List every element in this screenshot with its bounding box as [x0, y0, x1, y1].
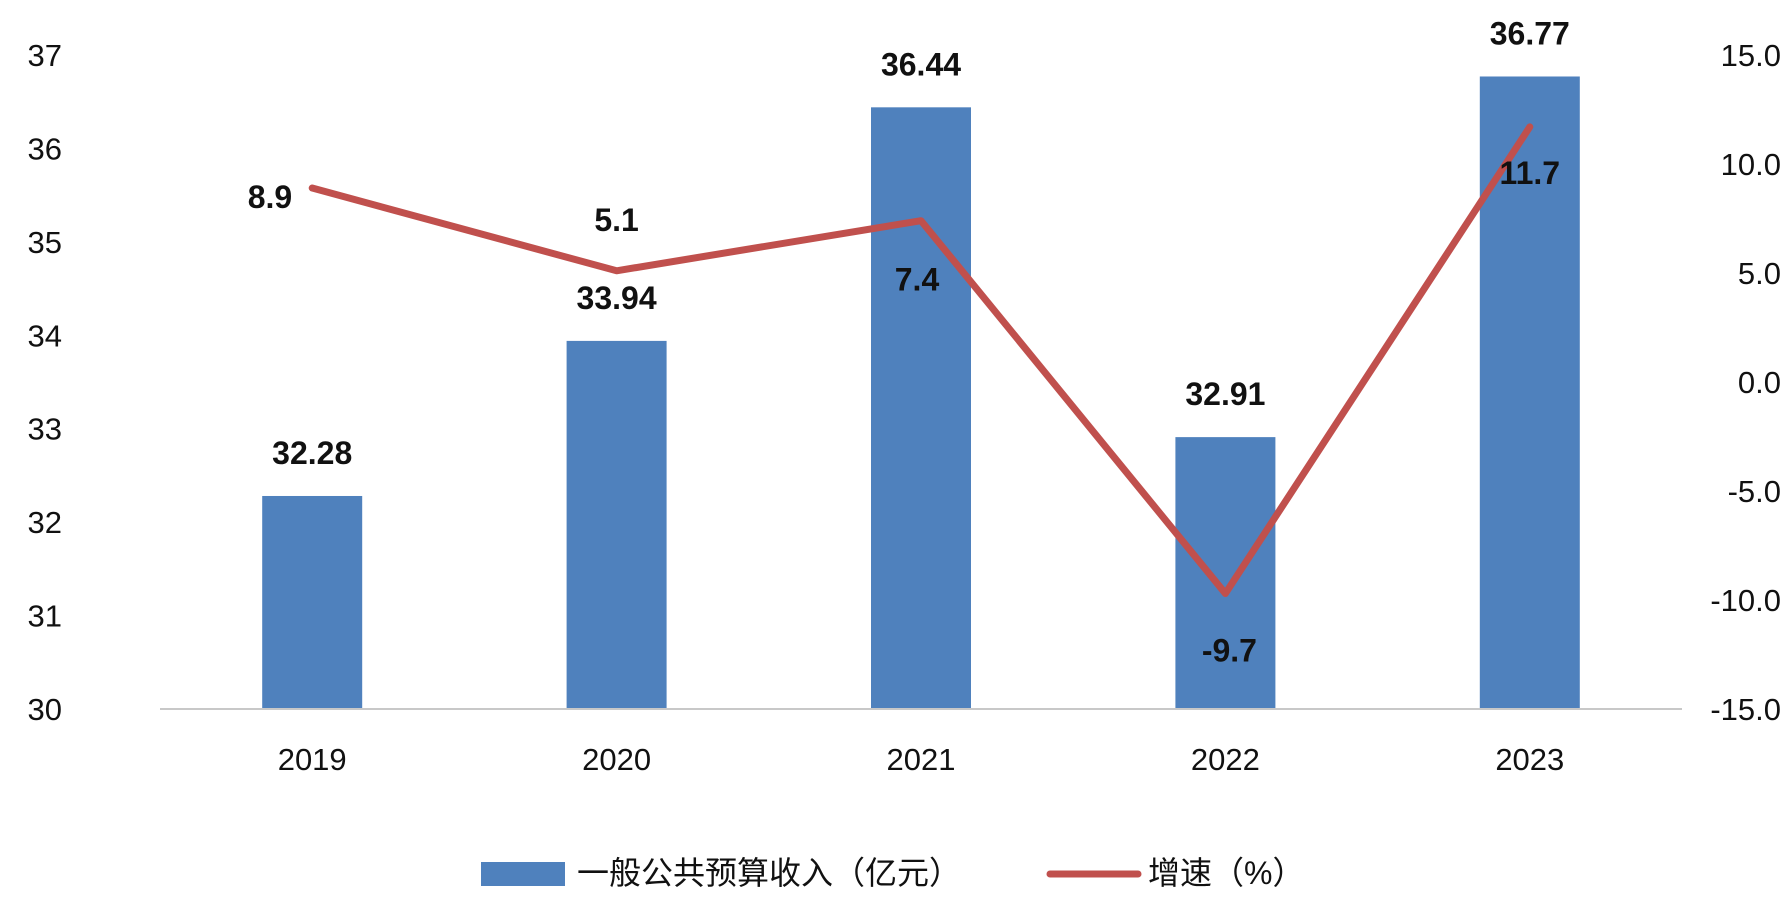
right-tick-label: 10.0	[1721, 147, 1781, 182]
left-tick-label: 31	[28, 599, 62, 634]
x-tick-label: 2020	[582, 742, 651, 777]
x-tick-label: 2019	[278, 742, 347, 777]
x-tick-label: 2023	[1495, 742, 1564, 777]
right-tick-label: 0.0	[1738, 365, 1781, 400]
bar-2021	[871, 107, 971, 709]
left-tick-label: 37	[28, 38, 62, 73]
bar-value-label: 36.44	[881, 46, 961, 82]
bar-value-label: 33.94	[577, 280, 657, 316]
growth-value-label: 5.1	[594, 202, 638, 238]
left-tick-label: 34	[28, 318, 62, 353]
bar-value-label: 32.91	[1185, 376, 1265, 412]
growth-value-label: 11.7	[1500, 155, 1561, 191]
right-tick-label: 15.0	[1721, 38, 1781, 73]
legend-bar-swatch	[481, 862, 565, 886]
right-tick-label: -15.0	[1710, 692, 1781, 727]
x-tick-label: 2021	[887, 742, 956, 777]
legend-bar-label: 一般公共预算收入（亿元）	[577, 855, 961, 891]
legend: 一般公共预算收入（亿元） 增速（%）	[481, 855, 1304, 891]
x-axis: 2019 2020 2021 2022 2023	[278, 742, 1565, 777]
bar-value-label: 36.77	[1490, 15, 1570, 51]
left-tick-label: 36	[28, 131, 62, 166]
right-tick-label: -5.0	[1728, 474, 1781, 509]
bar-value-label: 32.28	[272, 435, 352, 471]
left-tick-label: 32	[28, 505, 62, 540]
growth-value-label: 7.4	[895, 262, 940, 298]
right-tick-label: -10.0	[1710, 583, 1781, 618]
right-y-axis: -15.0 -10.0 -5.0 0.0 5.0 10.0 15.0	[1710, 38, 1781, 727]
bar-2019	[262, 496, 362, 709]
x-tick-label: 2022	[1191, 742, 1260, 777]
left-tick-label: 33	[28, 412, 62, 447]
left-y-axis: 30 31 32 33 34 35 36 37	[28, 38, 62, 727]
bar-2020	[567, 341, 667, 709]
right-tick-label: 5.0	[1738, 256, 1781, 291]
growth-value-label: -9.7	[1202, 632, 1257, 668]
growth-value-label: 8.9	[248, 179, 292, 215]
legend-line-label: 增速（%）	[1148, 855, 1304, 891]
left-tick-label: 30	[28, 692, 62, 727]
bar-series	[262, 76, 1580, 709]
left-tick-label: 35	[28, 225, 62, 260]
